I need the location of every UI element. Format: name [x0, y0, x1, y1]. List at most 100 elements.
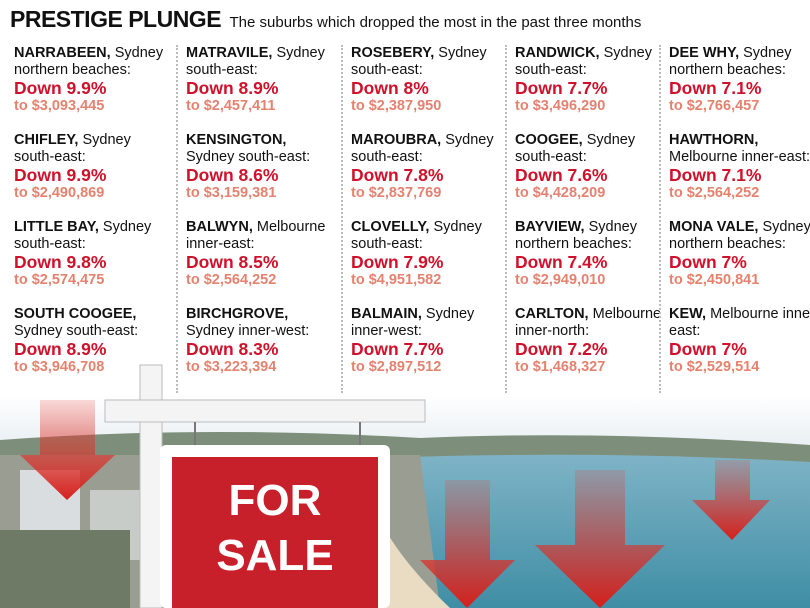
entry-heading: HAWTHORN, Melbourne inner-east:: [669, 132, 810, 166]
region: Sydney northern beaches:: [669, 45, 792, 78]
region: Melbourne inner-north:: [515, 306, 662, 339]
suburb-entry: NARRABEEN, Sydney northern beaches: Down …: [14, 45, 164, 115]
region: Sydney south-east:: [14, 132, 131, 165]
entry-heading: KENSINGTON, Sydney south-east:: [186, 132, 338, 166]
region: Sydney northern beaches:: [14, 45, 164, 78]
entry-heading: CLOVELLY, Sydney south-east:: [351, 219, 503, 253]
median-price: to $2,457,411: [186, 98, 276, 114]
entry-heading: BIRCHGROVE, Sydney inner-west:: [186, 306, 338, 340]
entry-heading: CARLTON, Melbourne inner-north:: [515, 306, 667, 340]
median-price: to $2,450,841: [669, 272, 760, 288]
region: Sydney northern beaches:: [515, 219, 637, 252]
column: DEE WHY, Sydney northern beaches: Down 7.…: [659, 45, 810, 393]
price-change: Down 8.3%: [186, 339, 279, 359]
suburb-entry: CARLTON, Melbourne inner-north: Down 7.2%…: [515, 306, 667, 376]
region: Sydney south-east:: [351, 45, 487, 78]
entry-heading: KEW, Melbourne inner-east:: [669, 306, 810, 340]
price-change: Down 7.2%: [515, 339, 608, 359]
column: NARRABEEN, Sydney northern beaches: Down …: [14, 45, 164, 393]
price-change: Down 9.9%: [14, 78, 107, 98]
suburb-entry: BAYVIEW, Sydney northern beaches: Down 7.…: [515, 219, 667, 289]
suburb-name: CLOVELLY,: [351, 219, 430, 235]
region: Sydney south-east:: [186, 149, 311, 165]
suburb-name: LITTLE BAY,: [14, 219, 99, 235]
suburb-entry: MAROUBRA, Sydney south-east: Down 7.8% to …: [351, 132, 503, 202]
suburb-name: MAROUBRA,: [351, 132, 442, 148]
price-change: Down 9.8%: [14, 252, 107, 272]
suburb-entry: CHIFLEY, Sydney south-east: Down 9.9% to $…: [14, 132, 164, 202]
suburb-name: DEE WHY,: [669, 45, 740, 61]
header: PRESTIGE PLUNGE The suburbs which droppe…: [10, 6, 641, 33]
subtitle: The suburbs which dropped the most in th…: [229, 14, 642, 31]
entry-heading: MONA VALE, Sydney northern beaches:: [669, 219, 810, 253]
price-change: Down 7.1%: [669, 165, 762, 185]
median-price: to $2,949,010: [515, 272, 606, 288]
region: Sydney south-east:: [14, 219, 152, 252]
price-change: Down 8.9%: [14, 339, 107, 359]
entry-heading: SOUTH COOGEE, Sydney south-east:: [14, 306, 164, 340]
suburb-name: BIRCHGROVE,: [186, 306, 289, 322]
suburb-name: CARLTON,: [515, 306, 589, 322]
suburb-name: BALWYN,: [186, 219, 253, 235]
suburb-entry: ROSEBERY, Sydney south-east: Down 8% to $2…: [351, 45, 503, 115]
entry-heading: MAROUBRA, Sydney south-east:: [351, 132, 503, 166]
suburb-name: RANDWICK,: [515, 45, 600, 61]
suburb-name: ROSEBERY,: [351, 45, 435, 61]
median-price: to $2,897,512: [351, 359, 442, 375]
suburb-name: BAYVIEW,: [515, 219, 585, 235]
suburb-name: SOUTH COOGEE,: [14, 306, 137, 322]
column: MATRAVILE, Sydney south-east: Down 8.9% to…: [176, 45, 338, 393]
suburb-name: HAWTHORN,: [669, 132, 759, 148]
suburb-entry: KENSINGTON, Sydney south-east: Down 8.6% t…: [186, 132, 338, 202]
region: Sydney south-east:: [14, 323, 139, 339]
suburb-entry: LITTLE BAY, Sydney south-east: Down 9.8% t…: [14, 219, 164, 289]
price-change: Down 7.1%: [669, 78, 762, 98]
median-price: to $3,496,290: [515, 98, 606, 114]
suburb-name: MATRAVILE,: [186, 45, 273, 61]
region: Sydney south-east:: [186, 45, 325, 78]
region: Melbourne inner-east:: [669, 149, 810, 165]
entry-heading: BALMAIN, Sydney inner-west:: [351, 306, 503, 340]
median-price: to $2,564,252: [669, 185, 760, 201]
median-price: to $3,093,445: [14, 98, 105, 114]
median-price: to $3,159,381: [186, 185, 277, 201]
region: Melbourne inner-east:: [186, 219, 326, 252]
price-change: Down 9.9%: [14, 165, 107, 185]
suburb-name: MONA VALE,: [669, 219, 759, 235]
suburb-name: NARRABEEN,: [14, 45, 111, 61]
region: Sydney northern beaches:: [669, 219, 810, 252]
median-price: to $2,387,950: [351, 98, 442, 114]
price-change: Down 7.7%: [351, 339, 444, 359]
suburb-name: BALMAIN,: [351, 306, 422, 322]
suburb-name: CHIFLEY,: [14, 132, 79, 148]
median-price: to $3,223,394: [186, 359, 277, 375]
suburb-entry: SOUTH COOGEE, Sydney south-east: Down 8.9…: [14, 306, 164, 376]
entry-heading: NARRABEEN, Sydney northern beaches:: [14, 45, 164, 79]
price-change: Down 8%: [351, 78, 429, 98]
entry-heading: LITTLE BAY, Sydney south-east:: [14, 219, 164, 253]
price-change: Down 8.6%: [186, 165, 279, 185]
median-price: to $2,564,252: [186, 272, 277, 288]
sign-text: FOR: [229, 476, 322, 525]
price-change: Down 7.6%: [515, 165, 608, 185]
entry-heading: RANDWICK, Sydney south-east:: [515, 45, 667, 79]
suburb-entry: CLOVELLY, Sydney south-east: Down 7.9% to …: [351, 219, 503, 289]
entry-heading: BALWYN, Melbourne inner-east:: [186, 219, 338, 253]
suburb-entry: DEE WHY, Sydney northern beaches: Down 7.…: [669, 45, 810, 115]
entry-heading: COOGEE, Sydney south-east:: [515, 132, 667, 166]
median-price: to $2,574,475: [14, 272, 105, 288]
median-price: to $1,468,327: [515, 359, 606, 375]
region: Sydney south-east:: [515, 45, 652, 78]
sign-text: SALE: [216, 531, 333, 580]
median-price: to $2,529,514: [669, 359, 760, 375]
suburb-entry: MATRAVILE, Sydney south-east: Down 8.9% to…: [186, 45, 338, 115]
suburb-entry: MONA VALE, Sydney northern beaches: Down …: [669, 219, 810, 289]
median-price: to $4,428,209: [515, 185, 606, 201]
price-change: Down 7%: [669, 339, 747, 359]
entry-heading: CHIFLEY, Sydney south-east:: [14, 132, 164, 166]
price-change: Down 7%: [669, 252, 747, 272]
region: Sydney south-east:: [515, 132, 636, 165]
median-price: to $2,837,769: [351, 185, 442, 201]
column: ROSEBERY, Sydney south-east: Down 8% to $2…: [341, 45, 503, 393]
suburb-name: KENSINGTON,: [186, 132, 287, 148]
